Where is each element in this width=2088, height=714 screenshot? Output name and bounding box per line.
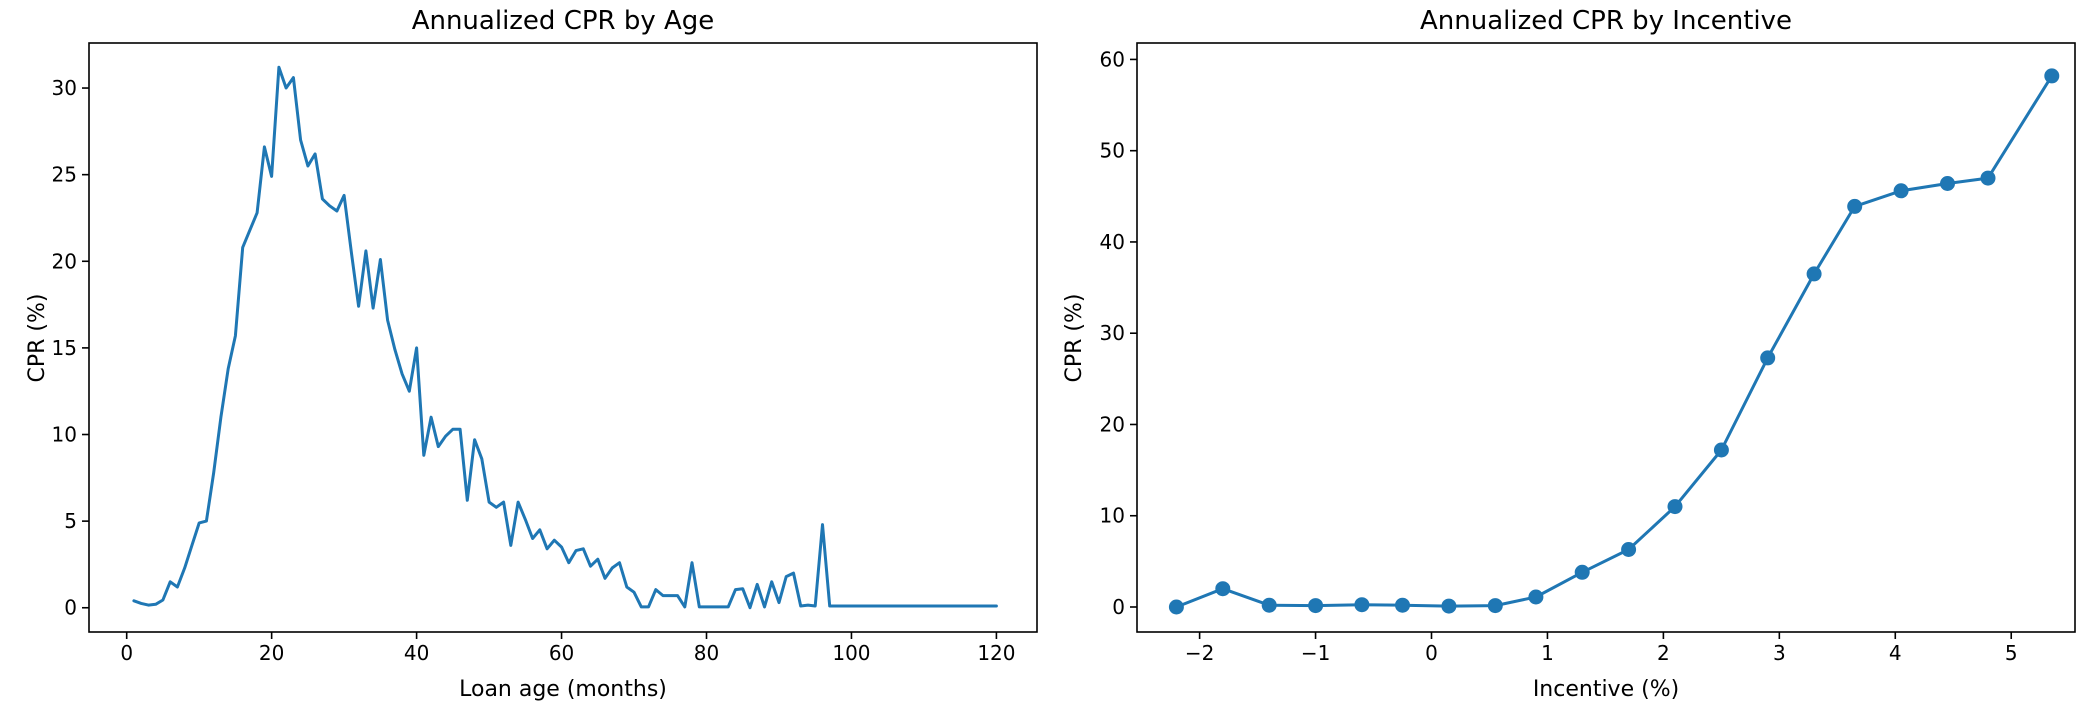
age-ytick-label: 20	[52, 249, 77, 273]
age-ytick-label: 10	[52, 423, 77, 447]
incentive-data-point	[1261, 597, 1277, 613]
age-ytick-label: 15	[52, 336, 77, 360]
age-xtick-label: 80	[694, 641, 719, 665]
incentive-data-point	[1308, 598, 1324, 614]
age-cpr-line	[132, 65, 998, 610]
incentive-ytick-label: 40	[1100, 230, 1125, 254]
incentive-xtick-label: 3	[1773, 641, 1786, 665]
age-ytick-label: 30	[52, 76, 77, 100]
incentive-data-point	[1395, 597, 1410, 613]
age-xtick-label: 120	[977, 641, 1015, 665]
incentive-data-point	[1760, 350, 1776, 366]
age-xtick-label: 40	[404, 641, 429, 665]
incentive-data-point	[1487, 598, 1503, 614]
incentive-data-point	[1806, 266, 1822, 282]
age-yaxis-label: CPR (%)	[25, 293, 50, 383]
age-chart-title: Annualized CPR by Age	[411, 6, 715, 36]
incentive-data-point	[1215, 581, 1231, 597]
incentive-ytick-label: 30	[1100, 321, 1125, 345]
incentive-ytick-label: 10	[1100, 504, 1125, 528]
incentive-xtick-label: 4	[1889, 641, 1902, 665]
age-plot-frame	[88, 42, 1038, 633]
incentive-ytick-label: 0	[1112, 595, 1125, 619]
age-xtick-label: 100	[832, 641, 870, 665]
age-ytick-label: 25	[52, 163, 77, 187]
incentive-xtick-label: −2	[1185, 641, 1214, 665]
incentive-xtick-label: −1	[1301, 641, 1330, 665]
incentive-yaxis-label: CPR (%)	[1062, 293, 1087, 383]
incentive-data-point	[1354, 597, 1370, 613]
incentive-data-point	[1940, 176, 1955, 191]
incentive-ytick-label: 50	[1100, 139, 1125, 163]
age-chart: 0 20 40 60 80 100 120 0 5 10 15 20 25 30	[52, 42, 1038, 665]
incentive-data-point	[1893, 183, 1909, 199]
incentive-ytick-label: 60	[1100, 47, 1125, 71]
incentive-data-point	[1847, 198, 1863, 214]
incentive-ytick-label: 20	[1100, 412, 1125, 436]
incentive-data-point	[1980, 170, 1996, 186]
incentive-data-point	[1168, 599, 1184, 615]
incentive-xaxis-label: Incentive (%)	[1532, 677, 1680, 702]
incentive-data-point	[2044, 68, 2060, 84]
incentive-data-point	[1621, 542, 1637, 557]
incentive-xtick-label: 5	[2005, 641, 2018, 665]
incentive-data-point	[1574, 564, 1590, 580]
age-xtick-label: 60	[549, 641, 574, 665]
age-ytick-label: 0	[64, 596, 77, 620]
incentive-cpr-line	[1174, 74, 2054, 609]
age-xtick-label: 0	[120, 641, 133, 665]
age-xtick-label: 20	[259, 641, 284, 665]
incentive-data-point	[1667, 499, 1683, 515]
incentive-data-point	[1528, 589, 1544, 605]
incentive-plot-frame	[1136, 42, 2076, 633]
age-xaxis-label: Loan age (months)	[459, 677, 667, 702]
incentive-chart-title: Annualized CPR by Incentive	[1419, 6, 1793, 36]
incentive-xtick-label: 1	[1541, 641, 1554, 665]
incentive-data-point	[1441, 598, 1457, 614]
age-ytick-label: 5	[64, 509, 77, 533]
incentive-xtick-label: 2	[1657, 641, 1670, 665]
incentive-xtick-label: 0	[1425, 641, 1438, 665]
incentive-data-point	[1713, 442, 1729, 458]
